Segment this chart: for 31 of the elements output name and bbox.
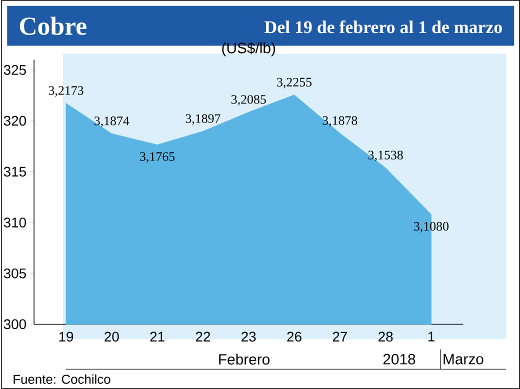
chart-title: Cobre [20, 16, 86, 35]
data-label: 3,1897 [186, 114, 220, 125]
x-tick-label: 28 [378, 332, 393, 342]
y-tick-label: 315 [4, 166, 26, 177]
x-tick-label: 22 [196, 332, 210, 342]
y-tick-label: 305 [4, 268, 26, 278]
x-tick-label: 27 [332, 332, 347, 342]
data-label: 3,2085 [231, 95, 266, 106]
y-tick-label: 320 [4, 116, 26, 126]
data-label: 3,2173 [48, 86, 84, 97]
data-label: 3,1538 [368, 150, 403, 162]
text: 2018 [383, 354, 416, 364]
chart-subtitle: Del 19 de febrero al 1 de marzo [264, 20, 502, 34]
source-note: Fuente: Cochilco [14, 374, 110, 384]
data-label: 3,1765 [140, 152, 175, 163]
x-tick-label: 21 [150, 332, 164, 342]
text: Marzo [444, 354, 484, 364]
data-label: 3,1874 [94, 116, 130, 128]
y-axis-title: (US$/lb) [222, 42, 276, 56]
y-tick-label: 325 [4, 65, 26, 75]
y-tick-label: 310 [4, 218, 26, 228]
x-tick-label: 23 [242, 332, 256, 342]
x-tick-label: 20 [104, 332, 119, 342]
y-tick-label: 300 [4, 319, 26, 330]
text: Febrero [219, 354, 270, 365]
data-label: 3,1878 [322, 116, 358, 127]
data-label: 3,2255 [277, 78, 312, 88]
data-label: 3,1080 [414, 222, 449, 232]
x-tick-label: 19 [59, 332, 74, 342]
x-tick-label: 1 [428, 332, 434, 342]
x-tick-label: 26 [287, 332, 302, 342]
